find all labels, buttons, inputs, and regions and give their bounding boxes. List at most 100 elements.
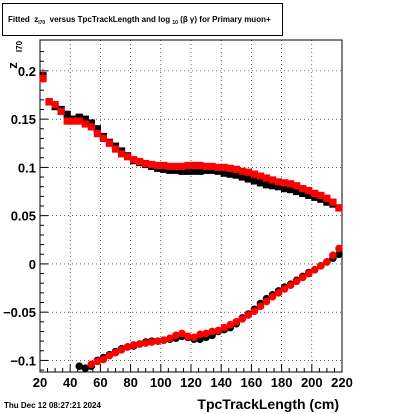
data-point-square-s1 [45, 98, 53, 106]
y-tick-label: −0.1 [10, 353, 36, 368]
data-point-circle-s3 [323, 258, 331, 266]
title-suffix: for Primary muon+ [199, 15, 271, 24]
data-point-square-s0 [63, 110, 71, 118]
data-point-square-s1 [160, 161, 168, 170]
data-point-square-s1 [166, 162, 174, 171]
data-point-circle-s3 [166, 334, 174, 343]
data-point-square-s0 [293, 187, 301, 196]
data-point-circle-s3 [87, 360, 96, 369]
data-point-square-s0 [244, 175, 252, 183]
data-point-square-s1 [111, 145, 120, 153]
data-point-circle-s3 [160, 336, 168, 344]
data-point-square-s0 [87, 119, 95, 127]
data-point-square-s0 [323, 198, 331, 206]
data-point-circle-s3 [135, 340, 144, 348]
data-point-circle-s3 [190, 333, 198, 342]
data-point-circle-s2 [335, 250, 343, 259]
data-point-circle-s3 [317, 262, 325, 270]
data-point-square-s1 [232, 165, 240, 173]
data-point-square-s1 [226, 164, 234, 172]
y-tick-label: 0.05 [11, 209, 36, 224]
data-point-square-s1 [262, 174, 271, 182]
data-point-circle-s3 [184, 332, 192, 341]
data-point-square-s0 [268, 182, 277, 190]
data-point-square-s1 [214, 163, 222, 171]
data-point-square-s0 [220, 169, 228, 177]
x-tick-label: 220 [331, 375, 353, 390]
y-tick-label: 0.2 [18, 64, 36, 79]
data-point-square-s0 [262, 181, 271, 189]
data-point-square-s0 [232, 171, 240, 179]
y-axis-label: z I70 [4, 38, 30, 74]
data-point-square-s1 [311, 189, 319, 198]
y-tick-label: 0 [29, 257, 36, 272]
data-point-square-s1 [148, 160, 156, 169]
data-point-square-s0 [238, 173, 246, 181]
data-point-square-s0 [172, 166, 180, 174]
data-point-square-s1 [220, 163, 228, 171]
x-tick-label: 200 [301, 375, 323, 390]
data-point-square-s1 [250, 170, 259, 178]
data-point-square-s1 [172, 162, 180, 171]
data-point-square-s1 [105, 139, 114, 147]
data-point-square-s1 [81, 120, 89, 128]
data-point-circle-s3 [232, 318, 241, 326]
y-tick-label: 0.1 [18, 160, 36, 175]
title-log-sub: 10 [172, 20, 178, 26]
data-point-circle-s3 [129, 341, 138, 349]
x-axis-label: TpcTrackLength (cm) [197, 396, 339, 412]
data-point-circle-s3 [226, 320, 235, 329]
data-point-circle-s3 [220, 323, 229, 332]
data-point-square-s1 [274, 178, 283, 186]
data-point-square-s0 [250, 177, 259, 185]
data-point-circle-s3 [329, 251, 337, 260]
data-point-square-s0 [196, 167, 204, 175]
data-point-circle-s3 [111, 348, 120, 357]
data-point-square-s1 [57, 107, 65, 116]
data-point-circle-s3 [117, 346, 126, 354]
data-point-circle-s3 [256, 302, 265, 311]
data-point-square-s1 [190, 161, 198, 170]
data-point-square-s1 [244, 168, 252, 176]
data-point-square-s0 [202, 166, 210, 174]
data-point-square-s0 [81, 115, 89, 123]
data-point-square-s1 [87, 123, 95, 131]
data-point-circle-s2 [81, 364, 90, 372]
title-prefix: Fitted [8, 15, 30, 24]
data-point-square-s1 [208, 162, 216, 171]
data-point-square-s1 [130, 156, 138, 164]
data-point-circle-s3 [262, 297, 271, 306]
data-point-square-s1 [299, 185, 307, 193]
data-point-square-s1 [51, 101, 59, 109]
data-point-circle-s3 [274, 289, 283, 297]
data-point-square-s0 [281, 185, 289, 193]
data-point-square-s1 [293, 182, 301, 190]
data-point-square-s0 [166, 166, 174, 174]
title-box: Fitted zI70 versus TpcTrackLength and lo… [2, 3, 283, 36]
data-point-circle-s3 [280, 285, 289, 293]
y-tick-label: −0.05 [3, 305, 36, 320]
data-point-circle-s3 [292, 277, 301, 286]
data-point-circle-s3 [304, 269, 313, 278]
data-point-circle-s3 [105, 351, 114, 360]
title-z: z [34, 15, 39, 24]
y-tick-label: 0.15 [11, 112, 36, 127]
data-point-circle-s3 [196, 330, 204, 339]
data-point-square-s0 [190, 167, 198, 175]
timestamp: Thu Dec 12 08:27:21 2024 [4, 401, 101, 410]
y-axis-label-sub: I70 [15, 40, 25, 53]
data-point-square-s0 [184, 167, 192, 175]
data-point-circle-s3 [335, 244, 343, 253]
data-point-square-s1 [305, 186, 313, 195]
data-point-square-s1 [142, 159, 150, 168]
data-point-square-s1 [202, 162, 210, 171]
x-tick-label: 160 [241, 375, 263, 390]
data-point-square-s1 [184, 161, 192, 170]
data-point-square-s1 [256, 172, 265, 180]
data-point-square-s0 [93, 125, 101, 133]
data-point-square-s0 [305, 191, 313, 199]
title-middle: versus TpcTrackLength and log [49, 15, 171, 24]
data-point-square-s0 [208, 166, 216, 174]
data-point-circle-s2 [75, 362, 84, 371]
